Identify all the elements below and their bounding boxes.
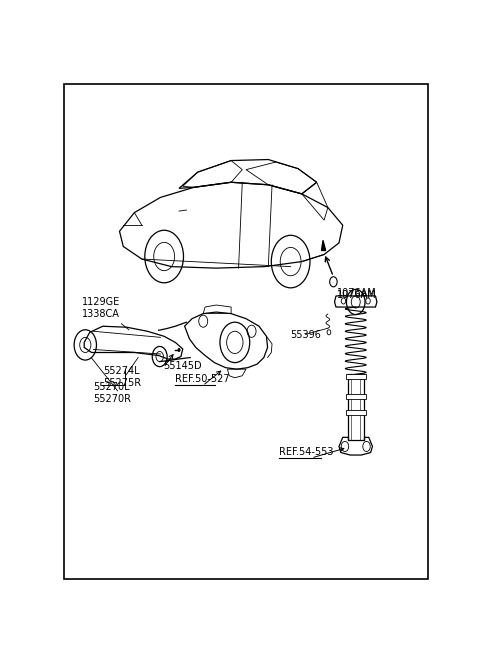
Text: REF.50-527: REF.50-527 <box>175 375 229 384</box>
Text: 55396: 55396 <box>290 331 322 340</box>
FancyBboxPatch shape <box>346 374 366 379</box>
Text: 1076AM: 1076AM <box>337 289 377 298</box>
Text: 1129GE
1338CA: 1129GE 1338CA <box>82 297 120 319</box>
FancyBboxPatch shape <box>346 394 366 400</box>
FancyBboxPatch shape <box>348 374 364 440</box>
Polygon shape <box>322 240 325 251</box>
Text: 55270L
55270R: 55270L 55270R <box>94 382 132 403</box>
Circle shape <box>178 348 180 352</box>
Text: REF.54-553: REF.54-553 <box>279 447 334 457</box>
Text: 1076AM: 1076AM <box>337 290 377 300</box>
Text: 55145D: 55145D <box>163 361 202 371</box>
Text: 55274L
55275R: 55274L 55275R <box>103 366 141 388</box>
FancyBboxPatch shape <box>346 409 366 415</box>
